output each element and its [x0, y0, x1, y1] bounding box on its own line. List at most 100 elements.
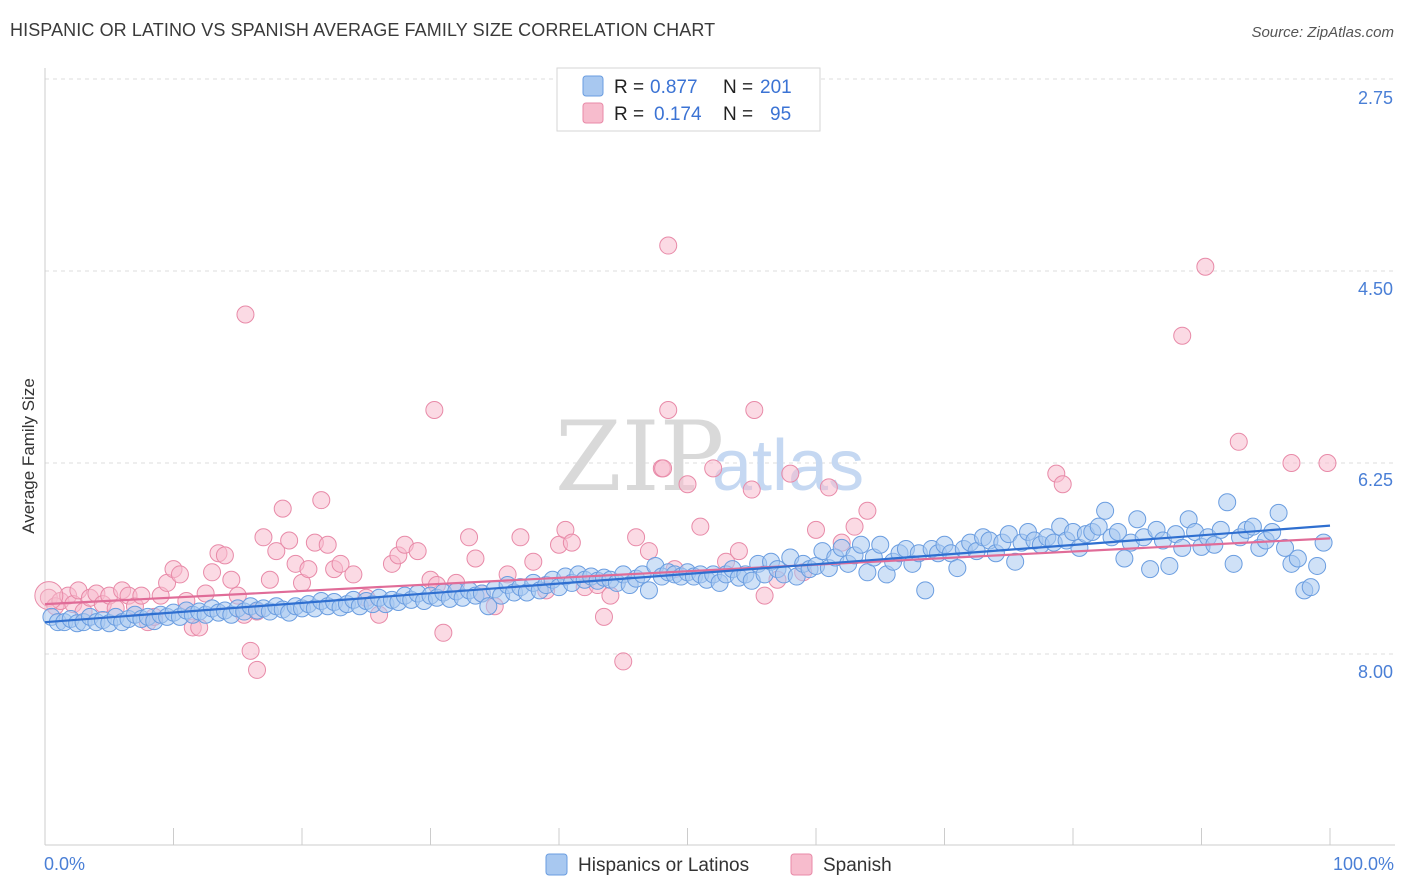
spanish-points [34, 236, 1337, 679]
spanish-point [312, 491, 331, 510]
spanish-point [704, 459, 723, 478]
spanish-point [755, 586, 774, 605]
spanish-point [845, 517, 864, 536]
bottom-legend: Hispanics or Latinos Spanish [545, 853, 892, 876]
legend-n-label-1: N = [723, 77, 753, 98]
y-tick-label: 8.00 [1358, 662, 1393, 682]
spanish-point [331, 554, 350, 573]
spanish-point [654, 459, 673, 478]
legend-r-label-1: R = [614, 77, 644, 98]
legend-swatch-blue [582, 75, 604, 97]
hispanic-trend-line [44, 524, 1331, 624]
spanish-point [659, 236, 678, 255]
spanish-point [236, 305, 255, 324]
spanish-point [318, 535, 337, 554]
chart-title: HISPANIC OR LATINO VS SPANISH AVERAGE FA… [10, 20, 716, 40]
spanish-point [858, 501, 877, 520]
legend-n-value-1: 201 [760, 77, 792, 98]
spanish-point [819, 478, 838, 497]
spanish-point [1173, 326, 1192, 345]
hispanic-point [1263, 522, 1282, 541]
bottom-legend-swatch-pink [790, 853, 813, 876]
hispanic-point [1128, 510, 1147, 529]
spanish-point [254, 528, 273, 547]
spanish-point [344, 565, 363, 584]
spanish-point [260, 570, 279, 589]
hispanic-point [1141, 560, 1160, 579]
hispanic-point [1314, 533, 1333, 552]
hispanic-point [1308, 556, 1327, 575]
spanish-point [594, 607, 613, 626]
hispanic-point [1160, 556, 1179, 575]
spanish-point [1229, 432, 1248, 451]
spanish-point [639, 542, 658, 561]
spanish-point [434, 623, 453, 642]
spanish-point [170, 565, 189, 584]
spanish-point [1282, 454, 1301, 473]
legend-r-value-1: 0.877 [650, 77, 698, 98]
legend-r-value-2: 0.174 [654, 104, 702, 125]
spanish-point [425, 400, 444, 419]
source-link[interactable]: Source: ZipAtlas.com [1251, 24, 1394, 41]
spanish-point [196, 584, 215, 603]
hispanic-point [1006, 552, 1025, 571]
hispanic-points [42, 493, 1333, 633]
spanish-point [742, 480, 761, 499]
top-legend: R = 0.877 N = 201 R = 0.174 N = 95 [556, 67, 821, 132]
spanish-point [132, 586, 151, 605]
x-tick-label-max: 100.0% [1333, 854, 1394, 874]
spanish-point [1053, 475, 1072, 494]
spanish-point [460, 528, 479, 547]
spanish-point [678, 475, 697, 494]
hispanic-point [1115, 549, 1134, 568]
hispanic-point [1173, 538, 1192, 557]
spanish-point [614, 652, 633, 671]
spanish-point [466, 549, 485, 568]
hispanic-point [1224, 554, 1243, 573]
y-axis-title: Average Family Size [19, 378, 38, 534]
hispanic-point [1301, 578, 1320, 597]
spanish-point [222, 570, 241, 589]
legend-r-label-2: R = [614, 104, 644, 125]
watermark-zip: ZIP [555, 401, 724, 513]
bottom-legend-label-hispanic: Hispanics or Latinos [578, 855, 749, 876]
hispanic-point [858, 563, 877, 582]
legend-n-label-2: N = [723, 104, 753, 125]
y-tick-label: 4.50 [1358, 279, 1393, 299]
trend-lines [44, 524, 1331, 624]
spanish-point [745, 400, 764, 419]
spanish-point [562, 533, 581, 552]
hispanic-point [871, 535, 890, 554]
hispanic-point [1211, 520, 1230, 539]
spanish-point [248, 660, 267, 679]
y-tick-label: 6.25 [1358, 470, 1393, 490]
hispanic-point [1276, 538, 1295, 557]
hispanic-point [1269, 503, 1288, 522]
spanish-point [299, 560, 318, 579]
spanish-point [1318, 454, 1337, 473]
spanish-point [273, 499, 292, 518]
spanish-point [691, 517, 710, 536]
y-tick-label: 2.75 [1358, 88, 1393, 108]
hispanic-point [639, 581, 658, 600]
hispanic-point [948, 559, 967, 578]
hispanic-point [1096, 501, 1115, 520]
legend-n-value-2: 95 [770, 104, 791, 125]
hispanic-point [479, 597, 498, 616]
spanish-point [1196, 257, 1215, 276]
bottom-legend-label-spanish: Spanish [823, 855, 892, 876]
hispanic-point [1218, 493, 1237, 512]
spanish-point [729, 542, 748, 561]
spanish-point [280, 531, 299, 550]
hispanic-point [1089, 517, 1108, 536]
spanish-point [511, 528, 530, 547]
spanish-point [241, 641, 260, 660]
spanish-point [34, 581, 64, 611]
spanish-point [807, 520, 825, 539]
hispanic-point [851, 535, 870, 554]
legend-swatch-pink [582, 102, 604, 124]
hispanic-point [999, 525, 1018, 544]
spanish-trend-line [44, 537, 1331, 606]
hispanic-point [916, 581, 935, 600]
